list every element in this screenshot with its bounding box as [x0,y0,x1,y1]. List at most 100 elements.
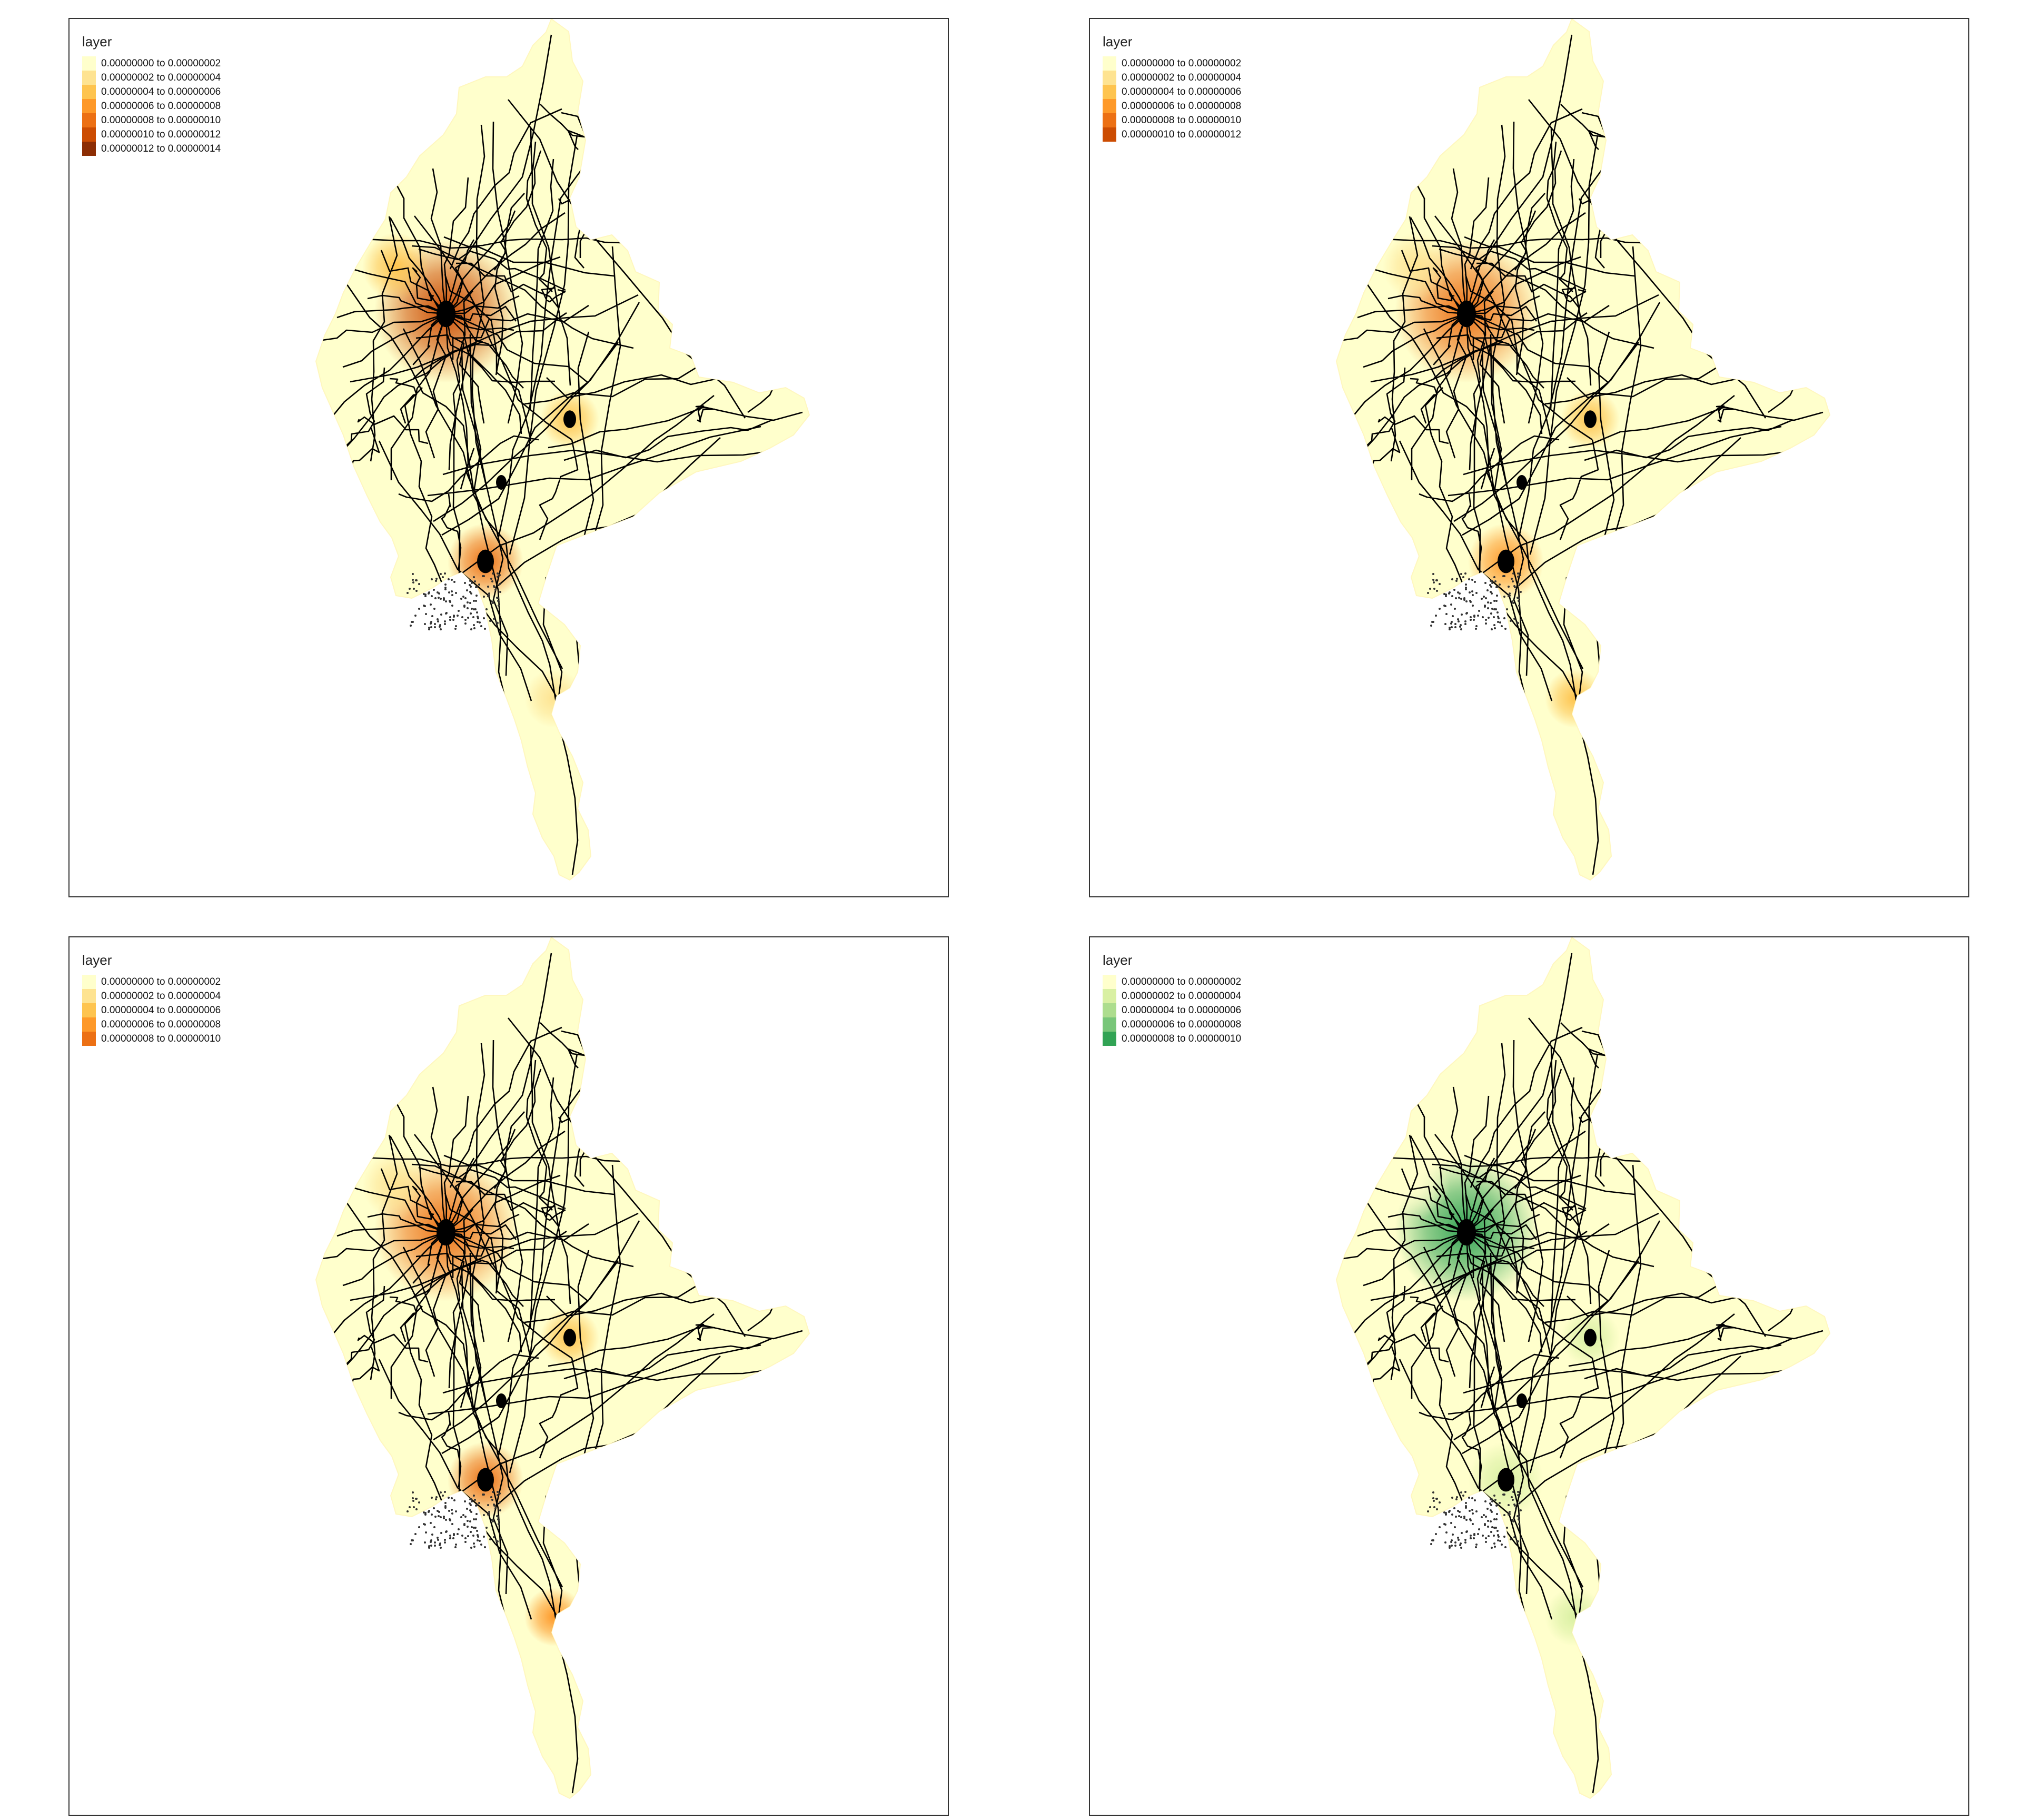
delta-road-dot [1485,597,1487,599]
delta-road-dot [434,1516,437,1518]
delta-road-dot [442,576,444,578]
map-panel-4: layer 0.00000000 to 0.00000002 0.00000002 … [1089,936,1969,1816]
delta-road-dot [424,1524,426,1526]
delta-road-dot [475,600,477,602]
urban-cluster [563,1329,576,1347]
delta-road-dot [1495,600,1498,602]
delta-road-dot [440,1547,442,1549]
delta-road-dot [431,615,433,617]
delta-road-dot [1452,1534,1454,1536]
delta-road-dot [1465,587,1467,589]
legend-swatch [82,975,96,989]
legend-item: 0.00000000 to 0.00000002 [82,975,221,989]
legend-swatch [1103,71,1116,85]
delta-road-dot [1470,619,1472,621]
density-hotspot [362,233,430,300]
delta-road-dot [1436,1508,1438,1510]
delta-road-dot [1455,597,1457,599]
legend-label: 0.00000006 to 0.00000008 [1122,100,1242,112]
delta-road-dot [1499,621,1501,624]
delta-road-dot [1445,613,1448,615]
delta-road-dot [1469,591,1471,594]
delta-road-dot [497,600,499,602]
delta-road-dot [1488,617,1490,619]
legend-label: 0.00000002 to 0.00000004 [101,72,221,83]
delta-road-dot [1465,1502,1467,1504]
delta-road-dot [1490,602,1492,604]
delta-road-dot [483,596,485,598]
delta-road-dot [434,1541,436,1544]
delta-road-dot [433,1526,435,1528]
delta-road-dot [1448,592,1450,595]
delta-road-dot [410,1543,412,1545]
map-legend: layer 0.00000000 to 0.00000002 0.00000002 … [82,952,221,1046]
delta-road-dot [1457,1537,1459,1539]
delta-road-dot [1432,579,1434,581]
delta-road-dot [475,595,478,597]
delta-road-dot [1473,616,1475,618]
delta-road-dot [1493,608,1495,610]
delta-road-dot [470,628,472,630]
delta-road-dot [471,608,473,610]
delta-road-dot [437,620,439,622]
delta-road-dot [424,595,427,597]
delta-road-dot [440,1491,442,1493]
legend-swatch [82,71,96,85]
delta-road-dot [1491,582,1493,584]
delta-road-dot [454,628,457,630]
delta-road-dot [445,1530,448,1532]
delta-road-dot [430,1539,432,1541]
delta-road-dot [476,586,478,588]
delta-road-dot [451,579,453,581]
urban-cluster [477,1468,494,1492]
delta-road-dot [1493,1495,1495,1497]
delta-road-dot [1473,619,1475,621]
delta-road-dot [1459,1511,1461,1513]
delta-road-dot [1490,591,1492,593]
delta-road-dot [1432,573,1434,575]
delta-road-dot [444,620,446,622]
urban-cluster [1457,1219,1476,1246]
delta-road-dot [445,612,448,614]
delta-road-dot [1512,1499,1514,1501]
legend-item: 0.00000002 to 0.00000004 [82,989,221,1003]
delta-road-dot [1469,1510,1471,1512]
density-hotspot [1603,542,1662,601]
legend-title: layer [1103,34,1133,50]
delta-road-dot [464,582,466,584]
delta-road-dot [1451,1539,1453,1541]
delta-road-dot [455,592,457,594]
delta-road-dot [1465,1505,1467,1507]
legend-label: 0.00000010 to 0.00000012 [101,128,221,140]
delta-road-dot [1497,1539,1499,1541]
legend-swatch [82,1032,96,1046]
delta-road-dot [1451,621,1453,623]
delta-road-dot [461,616,463,618]
delta-road-dot [1496,1513,1498,1515]
delta-road-dot [1519,1492,1521,1495]
delta-road-dot [1458,1515,1460,1517]
delta-road-dot [1475,592,1478,594]
delta-road-dot [428,1545,430,1547]
delta-road-dot [1491,1511,1493,1513]
delta-road-dot [1503,1514,1505,1516]
delta-road-dot [500,619,502,621]
delta-road-dots [407,1491,502,1549]
delta-road-dot [494,1507,497,1509]
delta-road-dot [1448,1511,1450,1513]
urban-cluster [1457,300,1476,328]
delta-road-dot [428,1511,430,1513]
delta-road-dot [1435,615,1437,617]
delta-road-dot [499,1509,501,1511]
delta-road-dot [1499,1540,1501,1542]
delta-road-dot [448,1497,450,1499]
delta-road-dot [1484,606,1486,608]
delta-road-dot [449,1537,451,1539]
delta-road-dot [444,1507,447,1509]
delta-road-dot [451,1497,453,1499]
delta-road-dot [431,1514,433,1516]
delta-road-dot [488,592,490,595]
delta-road-dot [1468,1497,1470,1499]
delta-road-dot [1503,1536,1505,1538]
delta-road-dot [1439,1501,1441,1504]
